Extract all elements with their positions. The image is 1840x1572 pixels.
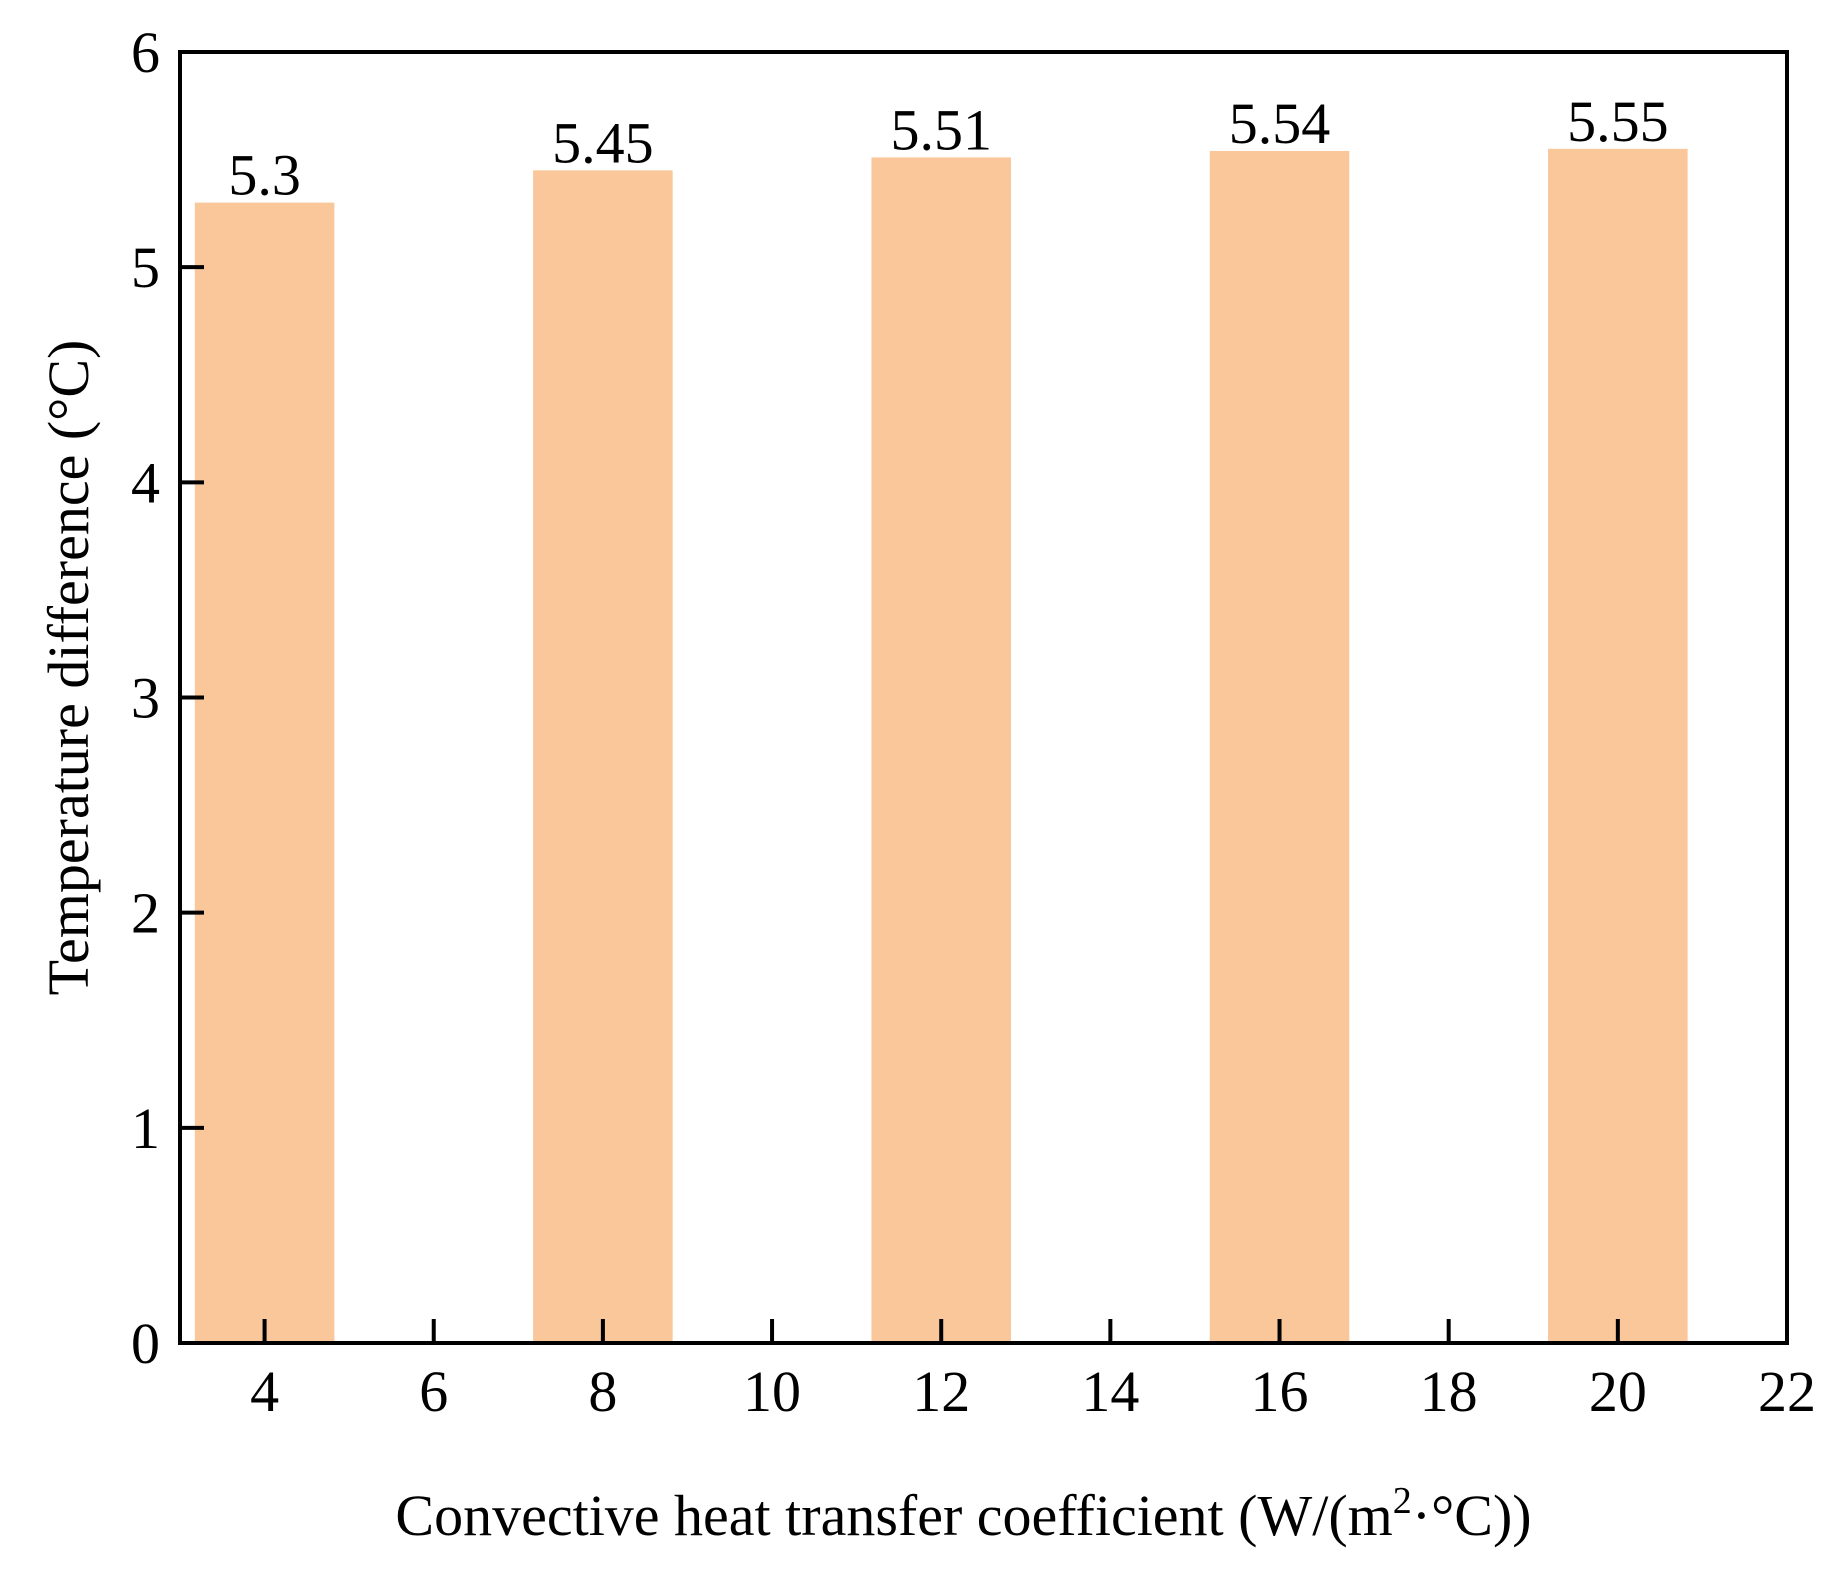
data-labels-layer: 5.3 5.45 5.51 5.54 5.55 [228,89,1668,208]
x-tick-label-16: 16 [1251,1359,1309,1424]
x-tick-label-18: 18 [1420,1359,1478,1424]
x-axis-title-suffix: ·°C)) [1412,1483,1532,1548]
y-tick-label-6: 6 [131,20,160,85]
x-axis-title: Convective heat transfer coefficient (W/… [395,1480,1531,1548]
y-tick-label-0: 0 [131,1311,160,1376]
bar-12 [871,157,1011,1344]
y-axis-title: Temperature difference (°C) [36,340,101,996]
x-tick-label-22: 22 [1758,1359,1816,1424]
x-axis-title-superscript: 2 [1393,1480,1412,1522]
x-tick-label-20: 20 [1589,1359,1647,1424]
data-label-4: 5.3 [228,143,301,208]
bar-20 [1548,148,1688,1344]
y-tick-label-5: 5 [131,235,160,300]
x-tick-label-4: 4 [250,1359,279,1424]
y-axis-ticks: 0 1 2 3 4 5 6 [131,20,204,1376]
data-label-20: 5.55 [1567,89,1669,154]
bars-layer [194,148,1688,1344]
x-tick-label-10: 10 [743,1359,801,1424]
bar-4 [194,202,335,1343]
x-axis-ticks: 4 6 8 10 12 14 16 18 20 22 [250,1319,1816,1424]
data-label-16: 5.54 [1229,91,1331,156]
x-axis-title-main: Convective heat transfer coefficient (W/… [395,1483,1392,1548]
bar-16 [1209,150,1350,1343]
x-tick-label-12: 12 [912,1359,970,1424]
x-tick-label-14: 14 [1081,1359,1139,1424]
data-label-8: 5.45 [552,110,654,175]
y-tick-label-1: 1 [131,1096,160,1161]
x-tick-label-6: 6 [419,1359,448,1424]
bar-8 [533,170,673,1343]
y-tick-label-4: 4 [131,450,160,515]
x-tick-label-8: 8 [588,1359,617,1424]
data-label-12: 5.51 [890,97,992,162]
y-tick-label-2: 2 [131,881,160,946]
y-tick-label-3: 3 [131,666,160,731]
